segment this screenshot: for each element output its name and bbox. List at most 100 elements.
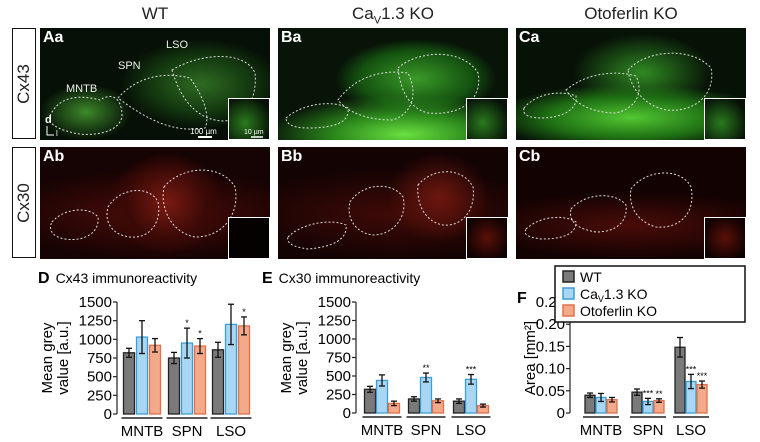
y-tick-label: 0.05 [536,383,565,400]
region-outlines [524,172,693,240]
y-tick-label: 1250 [318,313,351,330]
orientation-lateral: l [56,129,58,138]
chart-cx30: E Cx30 immunoreactivity Mean grey value [a.… [262,270,491,439]
inset-magnified [704,98,746,140]
x-tick-label-lso: LSO [216,423,246,440]
chart-title: D Cx43 immunoreactivity [38,270,197,287]
y-axis-label: Mean grey [39,322,56,393]
y-axis-label: value [a.u.] [294,321,311,394]
significance-marker: *** [686,364,697,374]
inset-magnified [228,217,270,259]
inset-magnified [704,217,746,259]
bar [696,383,708,414]
bar [237,325,251,415]
scale-bar-label: 100 µm [190,127,217,136]
y-tick-label: 750 [326,350,351,367]
region-outlines [50,169,237,241]
micrograph-aa: MNTB SPN LSO d l 100 µm 10 µm Aa [40,28,270,140]
y-tick-label: 0.10 [536,361,565,378]
bar [122,352,136,415]
significance-marker: *** [697,371,708,381]
y-axis-label: value [a.u.] [55,321,72,394]
region-label-mntb: MNTB [66,83,97,95]
bar [148,344,162,415]
micrograph-bb: Bb [278,147,508,259]
x-tick-label-lso: LSO [676,422,706,439]
y-tick-label: 0 [557,405,565,422]
bar [167,357,181,415]
micrograph-ca: Ca [516,28,746,140]
significance-marker: *** [643,388,654,398]
column-title-wt: WT [141,4,169,23]
region-outlines: MNTB SPN LSO d l 100 µm [45,39,256,138]
y-tick-label: 250 [326,387,351,404]
row-label-cx30: Cx30 [12,147,36,258]
y-tick-label: 750 [87,350,112,367]
panel-label: Cb [519,148,541,165]
panel-label: Ab [43,148,65,165]
y-tick-label: 1250 [79,313,112,330]
chart-title: F [517,290,527,307]
inset-magnified [466,217,508,259]
inset-magnified: 10 µm [228,98,270,140]
orientation-axes-icon [46,126,54,136]
panel-label: Ca [519,29,540,46]
x-tick-label-spn: SPN [633,422,664,439]
micrograph-cb: Cb [516,147,746,259]
bar [419,376,433,414]
chart-title: E Cx30 immunoreactivity [262,270,420,287]
significance-marker: * [185,318,189,328]
row-label-cx43: Cx43 [12,28,36,139]
x-tick-label-spn: SPN [411,422,442,439]
title-part: 1.3 KO [381,4,434,23]
legend: WT CaV1.3 KO Otoferlin KO [554,265,746,323]
title-subscript: V [373,14,382,27]
micrograph-ba: Ba [278,28,508,140]
legend-label-cav13: CaV1.3 KO [580,286,648,304]
legend-box [554,265,746,323]
significance-marker: ** [655,389,663,399]
micrograph-ab: Ab [40,147,270,259]
region-label-lso: LSO [166,39,188,51]
significance-marker: ** [422,363,430,373]
legend-swatch-wt [562,270,575,283]
region-outlines [285,53,480,129]
significance-marker: * [242,307,246,317]
y-axis-label: Area [mm²] [522,321,539,395]
panel-label: Ba [281,29,302,46]
y-tick-label: 1500 [79,294,112,311]
column-title-otoferlin-ko: Otoferlin KO [584,4,678,23]
x-tick-label-mntb: MNTB [580,422,623,439]
legend-label-otoferlin: Otoferlin KO [580,303,657,319]
inset-magnified [466,98,508,140]
x-tick-label-mntb: MNTB [361,422,404,439]
y-tick-label: 250 [87,387,112,404]
inset-scale: 10 µm [244,129,264,138]
region-outlines [287,171,474,250]
panel-label: Aa [43,29,64,46]
x-tick-label-lso: LSO [456,422,486,439]
orientation-dorsal: d [45,114,52,126]
y-tick-label: 0 [104,406,112,423]
bar [211,349,225,415]
y-tick-label: 500 [326,368,351,385]
x-tick-label-mntb: MNTB [121,423,164,440]
legend-label-wt: WT [580,269,602,285]
chart-cx43: D Cx43 immunoreactivity Mean grey value [a.… [38,270,252,440]
panel-label: Bb [281,148,303,165]
significance-marker: *** [466,365,477,375]
y-axis-label: Mean grey [278,322,295,393]
region-label-spn: SPN [118,60,141,72]
legend-swatch-otoferlin [562,304,575,317]
x-tick-label-spn: SPN [172,423,203,440]
bar [193,345,207,415]
y-tick-label: 0.15 [536,338,565,355]
title-part: Ca [352,4,374,23]
y-tick-label: 500 [87,369,112,386]
y-tick-label: 1000 [318,331,351,348]
column-title-cav13-ko: CaV1.3 KO [278,4,508,26]
y-tick-label: 1500 [318,294,351,311]
region-outlines [523,52,713,119]
y-tick-label: 1000 [79,331,112,348]
